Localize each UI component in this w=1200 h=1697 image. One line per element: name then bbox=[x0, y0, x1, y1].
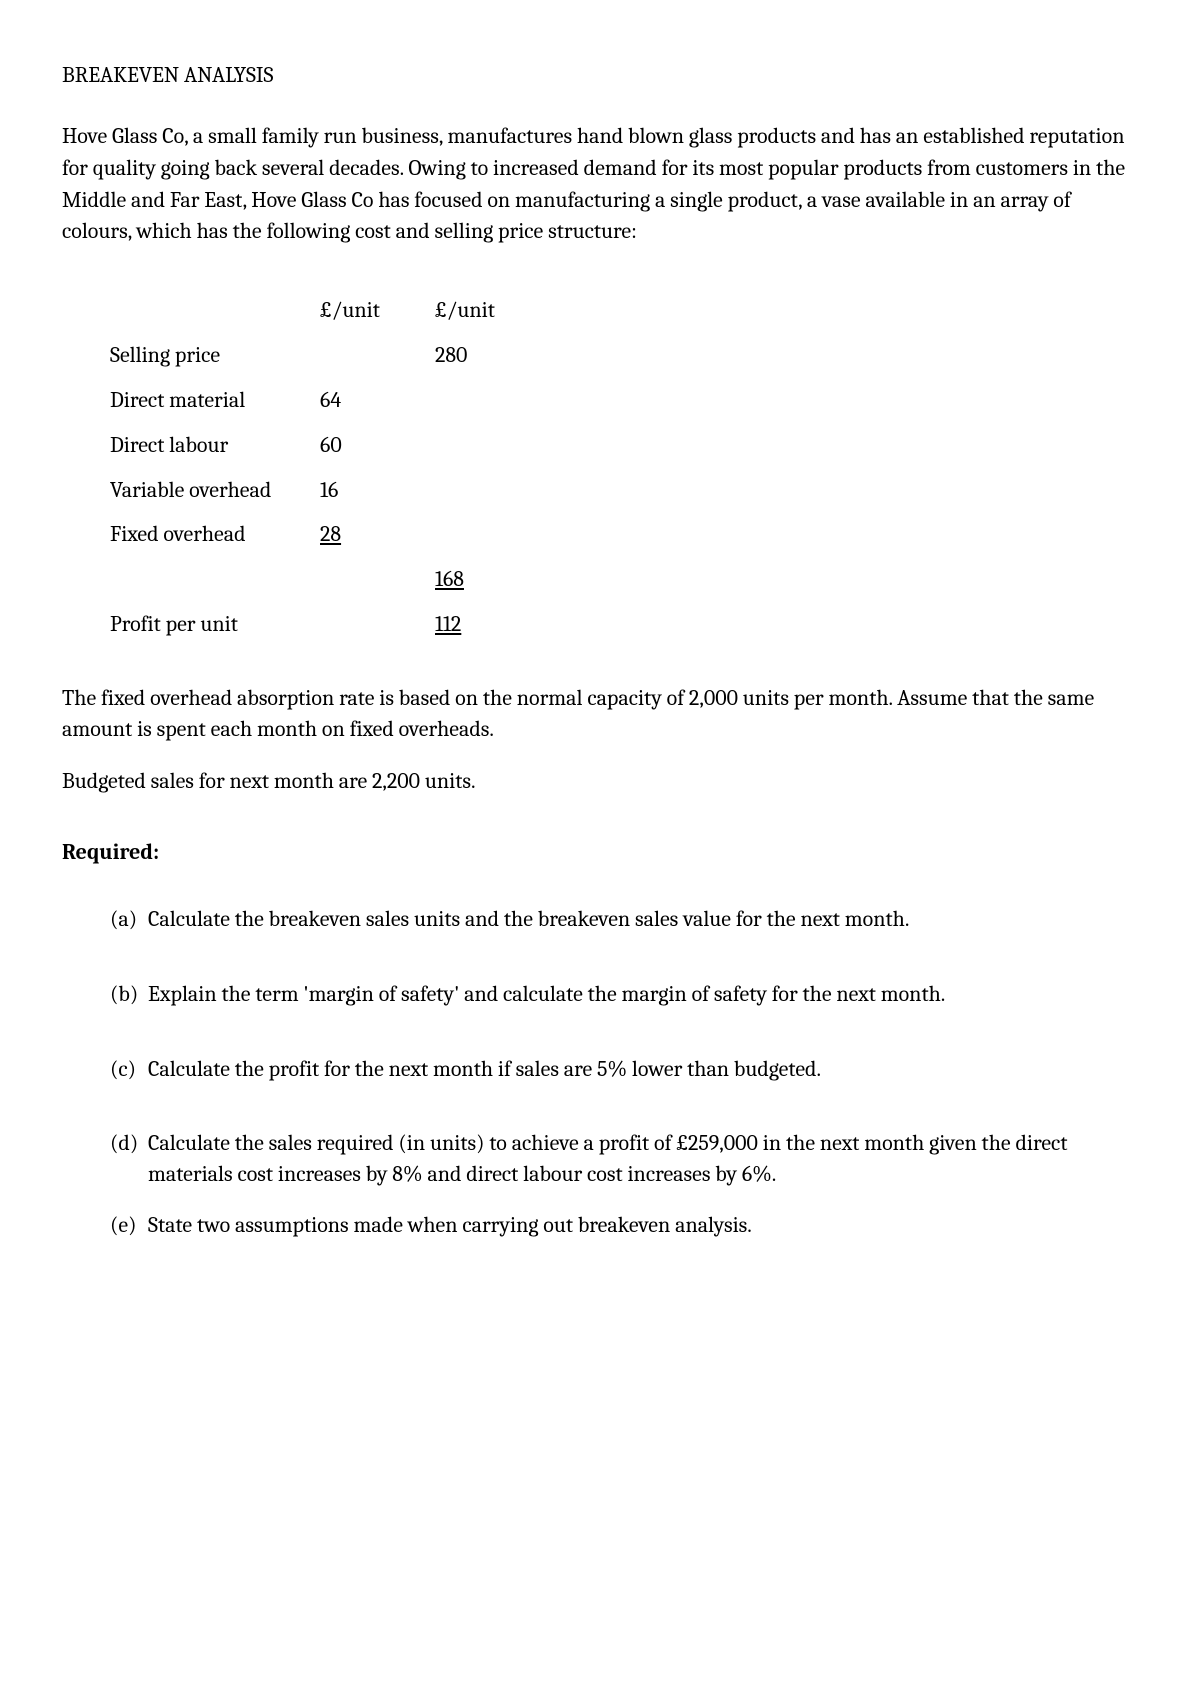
paragraph-budgeted-sales: Budgeted sales for next month are 2,200 … bbox=[62, 766, 1138, 797]
table-row: 168 bbox=[110, 557, 545, 602]
question-item: (a) Calculate the breakeven sales units … bbox=[110, 904, 1138, 935]
table-header-row: £/unit £/unit bbox=[110, 288, 545, 333]
question-item: (e) State two assumptions made when carr… bbox=[110, 1210, 1138, 1241]
table-cell-a: 16 bbox=[320, 468, 435, 513]
table-label: Fixed overhead bbox=[110, 512, 320, 557]
table-cell-a: 28 bbox=[320, 512, 435, 557]
table-label: Selling price bbox=[110, 333, 320, 378]
question-text: Calculate the sales required (in units) … bbox=[148, 1128, 1138, 1190]
table-row: Selling price 280 bbox=[110, 333, 545, 378]
question-marker: (c) bbox=[110, 1054, 148, 1085]
table-cell-b: 112 bbox=[435, 602, 545, 647]
intro-paragraph: Hove Glass Co, a small family run busine… bbox=[62, 121, 1138, 249]
table-cell-b bbox=[435, 378, 545, 423]
table-row: Profit per unit 112 bbox=[110, 602, 545, 647]
table-row: Variable overhead 16 bbox=[110, 468, 545, 513]
questions-list: (a) Calculate the breakeven sales units … bbox=[110, 904, 1138, 1241]
table-cell-b bbox=[435, 468, 545, 513]
table-cell-a bbox=[320, 602, 435, 647]
paragraph-fixed-overhead: The fixed overhead absorption rate is ba… bbox=[62, 683, 1138, 745]
underlined-value: 168 bbox=[435, 566, 464, 592]
table-row: Fixed overhead 28 bbox=[110, 512, 545, 557]
question-item: (b) Explain the term 'margin of safety' … bbox=[110, 979, 1138, 1010]
table-header-col-b: £/unit bbox=[435, 288, 545, 333]
underlined-value: 28 bbox=[320, 521, 341, 547]
question-marker: (b) bbox=[110, 979, 148, 1010]
table-label: Direct labour bbox=[110, 423, 320, 468]
table-cell-b: 168 bbox=[435, 557, 545, 602]
question-text: Calculate the profit for the next month … bbox=[148, 1054, 1138, 1085]
table-label: Direct material bbox=[110, 378, 320, 423]
table-cell-a bbox=[320, 333, 435, 378]
table-cell-b bbox=[435, 423, 545, 468]
table-cell-b: 280 bbox=[435, 333, 545, 378]
cost-table: £/unit £/unit Selling price 280 Direct m… bbox=[110, 288, 1138, 646]
question-marker: (a) bbox=[110, 904, 148, 935]
required-heading: Required: bbox=[62, 837, 1138, 868]
table-header-empty bbox=[110, 288, 320, 333]
table-row: Direct material 64 bbox=[110, 378, 545, 423]
question-item: (d) Calculate the sales required (in uni… bbox=[110, 1128, 1138, 1190]
table-row: Direct labour 60 bbox=[110, 423, 545, 468]
table-label bbox=[110, 557, 320, 602]
page-title: BREAKEVEN ANALYSIS bbox=[62, 60, 1138, 91]
question-text: Calculate the breakeven sales units and … bbox=[148, 904, 1138, 935]
table-cell-b bbox=[435, 512, 545, 557]
table-header-col-a: £/unit bbox=[320, 288, 435, 333]
table-cell-a bbox=[320, 557, 435, 602]
underlined-value: 112 bbox=[435, 611, 461, 637]
table-label: Profit per unit bbox=[110, 602, 320, 647]
question-text: Explain the term 'margin of safety' and … bbox=[148, 979, 1138, 1010]
table-label: Variable overhead bbox=[110, 468, 320, 513]
question-marker: (d) bbox=[110, 1128, 148, 1190]
question-marker: (e) bbox=[110, 1210, 148, 1241]
table-cell-a: 60 bbox=[320, 423, 435, 468]
question-item: (c) Calculate the profit for the next mo… bbox=[110, 1054, 1138, 1085]
table-cell-a: 64 bbox=[320, 378, 435, 423]
question-text: State two assumptions made when carrying… bbox=[148, 1210, 1138, 1241]
